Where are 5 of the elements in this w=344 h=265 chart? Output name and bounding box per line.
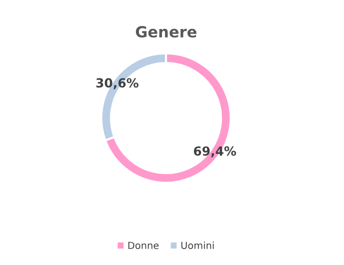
legend-label: Donne xyxy=(128,242,159,250)
data-label: 69,4% xyxy=(194,146,236,158)
data-label: 30,6% xyxy=(96,78,138,90)
legend-label: Uomini xyxy=(181,242,214,250)
chart-title: Genere xyxy=(136,26,196,38)
